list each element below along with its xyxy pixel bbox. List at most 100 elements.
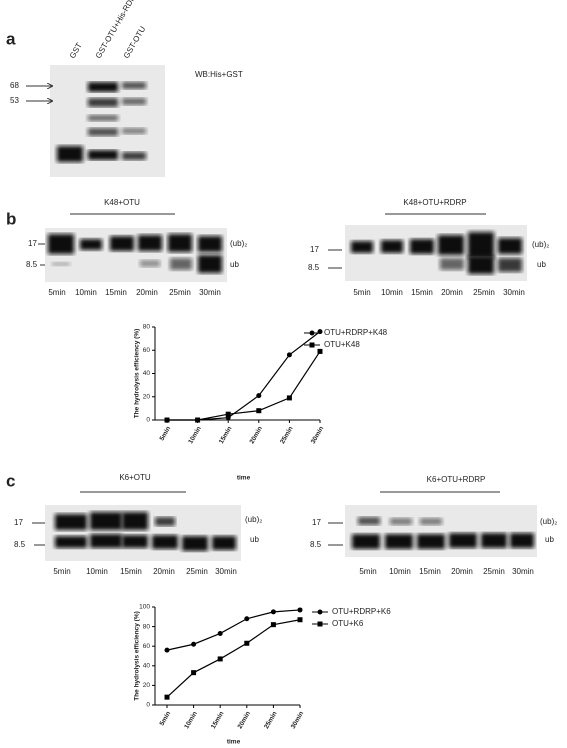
legend-marker — [309, 330, 315, 336]
legend-label: OTU+RDRP+K6 — [332, 607, 391, 616]
x-tick-label: 15min — [210, 710, 225, 730]
x-tick-label: 30min — [310, 425, 325, 445]
legend-label: OTU+RDRP+K48 — [324, 328, 388, 337]
y-tick-label: 0 — [146, 702, 150, 709]
point — [191, 670, 197, 676]
x-tick-label: 15min — [218, 425, 233, 445]
time-labels: 5min 10min 15min 20min 25min 30min — [53, 567, 237, 576]
marker-label: 17 — [312, 518, 321, 527]
marker-label: 68 — [10, 81, 19, 90]
y-tick-label: 60 — [143, 347, 151, 354]
x-axis-label: time — [227, 739, 241, 746]
band-label: (ub)₂ — [230, 239, 247, 248]
time-label: 10min — [86, 567, 108, 576]
point — [317, 348, 323, 354]
legend-marker — [317, 621, 323, 627]
band-label: ub — [537, 260, 546, 269]
point — [244, 640, 250, 646]
x-tick-label: 20min — [249, 425, 264, 445]
point — [286, 352, 292, 358]
y-tick-label: 0 — [146, 417, 150, 424]
point — [191, 641, 197, 647]
point — [297, 617, 303, 623]
time-label: 25min — [473, 288, 495, 297]
legend-label: OTU+K6 — [332, 619, 364, 628]
x-tick-label: 5min — [159, 710, 173, 727]
y-tick-label: 80 — [143, 324, 151, 331]
marker-label: 53 — [10, 96, 19, 105]
point — [244, 616, 250, 622]
x-tick-label: 20min — [237, 710, 252, 730]
y-tick-label: 40 — [143, 370, 151, 377]
time-label: 15min — [419, 567, 441, 576]
time-label: 20min — [441, 288, 463, 297]
time-label: 10min — [75, 288, 97, 297]
x-tick-label: 10min — [183, 710, 198, 730]
legend-marker — [317, 609, 323, 615]
marker-label: 17 — [310, 245, 319, 254]
series-line — [166, 609, 301, 651]
y-tick-label: 40 — [143, 663, 151, 670]
time-labels: 5min 10min 15min 20min 25min 30min — [359, 567, 534, 576]
y-axis-label: The hydrolysis efficiency (%) — [134, 329, 141, 419]
band-label: ub — [250, 535, 259, 544]
time-label: 15min — [411, 288, 433, 297]
point — [297, 607, 303, 613]
point — [225, 411, 231, 417]
marker-label: 17 — [28, 239, 37, 248]
panel-label: a — [6, 29, 16, 48]
time-label: 5min — [53, 567, 70, 576]
wb-note: WB:His+GST — [195, 70, 243, 79]
blot — [345, 505, 537, 557]
point — [217, 630, 223, 636]
time-labels: 5min 10min 15min 20min 25min 30min — [353, 288, 525, 297]
marker-label: 8.5 — [310, 540, 322, 549]
marker-label: 8.5 — [26, 260, 38, 269]
panel-label: b — [6, 209, 16, 228]
point — [164, 694, 170, 700]
series-line — [167, 331, 321, 421]
time-label: 15min — [120, 567, 142, 576]
time-label: 30min — [503, 288, 525, 297]
series-line — [167, 351, 321, 421]
legend-marker — [309, 342, 315, 348]
band-label: ub — [230, 260, 239, 269]
time-label: 10min — [389, 567, 411, 576]
point — [286, 395, 292, 401]
time-label: 25min — [169, 288, 191, 297]
point — [256, 393, 262, 399]
x-tick-label: 10min — [187, 425, 202, 445]
band-label: (ub)₂ — [245, 515, 262, 524]
blot — [345, 225, 527, 281]
y-axis-label: The hydrolysis efficiency (%) — [134, 611, 141, 701]
time-label: 5min — [353, 288, 370, 297]
band-label: (ub)₂ — [532, 240, 549, 249]
time-labels: 5min 10min 15min 20min 25min 30min — [48, 288, 221, 297]
marker-label: 8.5 — [308, 263, 320, 272]
y-tick-label: 80 — [143, 623, 151, 630]
time-label: 30min — [215, 567, 237, 576]
point — [256, 408, 262, 414]
time-label: 5min — [359, 567, 376, 576]
panel-label: c — [6, 471, 15, 490]
point — [195, 417, 201, 423]
blot — [45, 505, 241, 561]
blot-title: K48+OTU+RDRP — [403, 198, 466, 207]
time-label: 20min — [153, 567, 175, 576]
blot — [45, 228, 227, 282]
series-line — [166, 619, 301, 698]
blot-title: K6+OTU — [119, 473, 151, 482]
legend-label: OTU+K48 — [324, 340, 360, 349]
blot-title: K48+OTU — [104, 198, 140, 207]
time-label: 25min — [186, 567, 208, 576]
blot — [50, 65, 165, 177]
x-tick-label: 30min — [290, 710, 305, 730]
x-axis-label: time — [237, 475, 251, 482]
y-tick-label: 60 — [143, 643, 151, 650]
y-tick-label: 20 — [143, 393, 151, 400]
band-label: (ub)₂ — [540, 517, 557, 526]
time-label: 20min — [451, 567, 473, 576]
marker-label: 8.5 — [14, 540, 26, 549]
x-tick-label: 25min — [263, 710, 278, 730]
